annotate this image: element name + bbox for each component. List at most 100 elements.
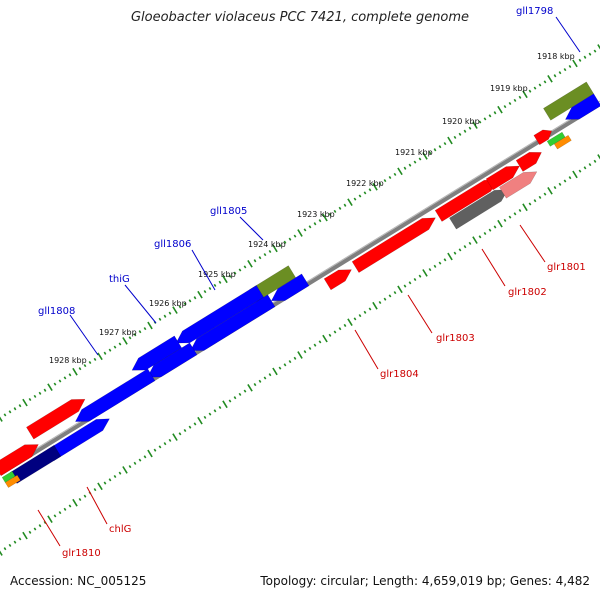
kbp-labels: 1918 kbp 1919 kbp 1920 kbp 1921 kbp 1922… — [49, 52, 575, 365]
gene-feature-glr1809 — [26, 398, 86, 440]
tick-mark — [43, 520, 47, 525]
tick-mark — [8, 410, 12, 414]
tick-mark — [268, 373, 272, 377]
tick-mark — [408, 281, 412, 285]
tick-mark — [497, 219, 503, 228]
tick-mark — [472, 121, 478, 129]
gene-feature-glr1801 — [499, 171, 538, 199]
kbp-label: 1924 kbp — [248, 240, 286, 249]
tick-mark — [578, 169, 582, 173]
tick-mark — [147, 449, 153, 458]
tick-mark — [328, 333, 332, 337]
tick-mark — [258, 256, 262, 260]
tick-mark — [508, 215, 512, 219]
tick-mark — [147, 321, 153, 330]
tick-mark — [293, 356, 297, 360]
tick-mark — [508, 101, 512, 106]
gene-feature-gll1808 — [74, 368, 156, 422]
tick-mark — [78, 367, 82, 371]
gene-feature-gll1804a — [270, 273, 310, 302]
tick-mark — [483, 231, 487, 236]
tick-mark — [8, 543, 12, 547]
tick-mark — [197, 290, 203, 299]
gene-feature-glr1804 — [323, 269, 352, 291]
tick-mark — [353, 317, 357, 321]
tick-mark — [228, 274, 232, 278]
tick-mark — [168, 438, 172, 442]
tick-mark — [138, 330, 142, 334]
tick-mark — [97, 352, 103, 361]
tick-mark — [493, 225, 497, 229]
gene-feature-rna-c — [1, 470, 16, 483]
tick-mark — [553, 185, 557, 190]
kbp-label: 1920 kbp — [442, 117, 480, 126]
tick-mark — [343, 203, 347, 207]
tick-mark — [13, 407, 17, 411]
tick-mark — [518, 95, 522, 99]
tick-mark — [178, 432, 182, 436]
tick-mark — [458, 132, 462, 136]
tick-mark — [572, 170, 578, 179]
tick-mark — [153, 448, 157, 452]
tick-mark — [478, 120, 482, 124]
tick-mark — [297, 229, 303, 237]
tick-mark — [47, 383, 53, 392]
tick-mark — [563, 179, 567, 183]
tick-mark — [418, 157, 422, 161]
tick-mark — [183, 302, 187, 306]
tick-mark — [238, 392, 242, 396]
tick-mark — [118, 342, 122, 346]
tick-mark — [0, 550, 3, 556]
tick-mark — [583, 166, 587, 170]
tick-mark — [38, 391, 42, 395]
tick-mark — [293, 234, 297, 238]
gene-feature-rna-b — [553, 134, 572, 150]
tick-mark — [543, 80, 547, 84]
tick-mark — [322, 334, 328, 343]
tick-mark — [283, 363, 287, 367]
tick-mark — [278, 366, 282, 370]
tick-mark — [168, 311, 172, 315]
tick-mark — [488, 228, 492, 232]
tick-mark — [193, 422, 197, 426]
tick-mark — [528, 202, 532, 206]
tick-mark — [113, 345, 117, 349]
tick-mark — [47, 515, 53, 524]
tick-mark — [278, 243, 282, 247]
tick-mark — [88, 360, 92, 365]
tick-mark — [272, 367, 278, 376]
tick-mark — [143, 455, 147, 459]
tick-mark — [422, 269, 428, 277]
tick-mark — [283, 240, 287, 244]
tick-mark — [538, 83, 542, 87]
tick-mark — [63, 507, 67, 511]
tick-mark — [93, 357, 97, 361]
tick-mark — [383, 297, 387, 301]
tick-mark — [233, 396, 237, 400]
leader-lines — [37, 16, 581, 547]
gene-label-gll1798: gll1798 — [516, 6, 553, 17]
tick-mark — [233, 271, 237, 275]
tick-mark — [218, 405, 222, 410]
tick-mark — [253, 382, 257, 387]
tick-mark — [378, 182, 382, 186]
gene-labels: gll1798 gll1805 gll1806 thiG gll1808 glr… — [38, 6, 586, 559]
gene-features — [0, 81, 600, 488]
tick-mark — [533, 86, 537, 90]
tick-mark — [443, 258, 447, 262]
genome-summary-text: Topology: circular; Length: 4,659,019 bp… — [260, 574, 590, 588]
tick-mark — [197, 416, 203, 425]
tick-mark — [53, 382, 57, 386]
tick-mark — [172, 306, 178, 314]
tick-mark — [378, 300, 382, 305]
tick-mark — [358, 194, 362, 198]
tick-mark — [122, 466, 128, 474]
tick-mark — [247, 383, 253, 392]
tick-mark — [503, 105, 507, 109]
gene-feature-glr1799 — [533, 129, 553, 146]
tick-mark — [128, 465, 132, 469]
tick-mark — [133, 461, 137, 465]
tick-mark — [103, 351, 107, 355]
tick-mark — [163, 442, 167, 446]
tick-mark — [268, 249, 272, 254]
